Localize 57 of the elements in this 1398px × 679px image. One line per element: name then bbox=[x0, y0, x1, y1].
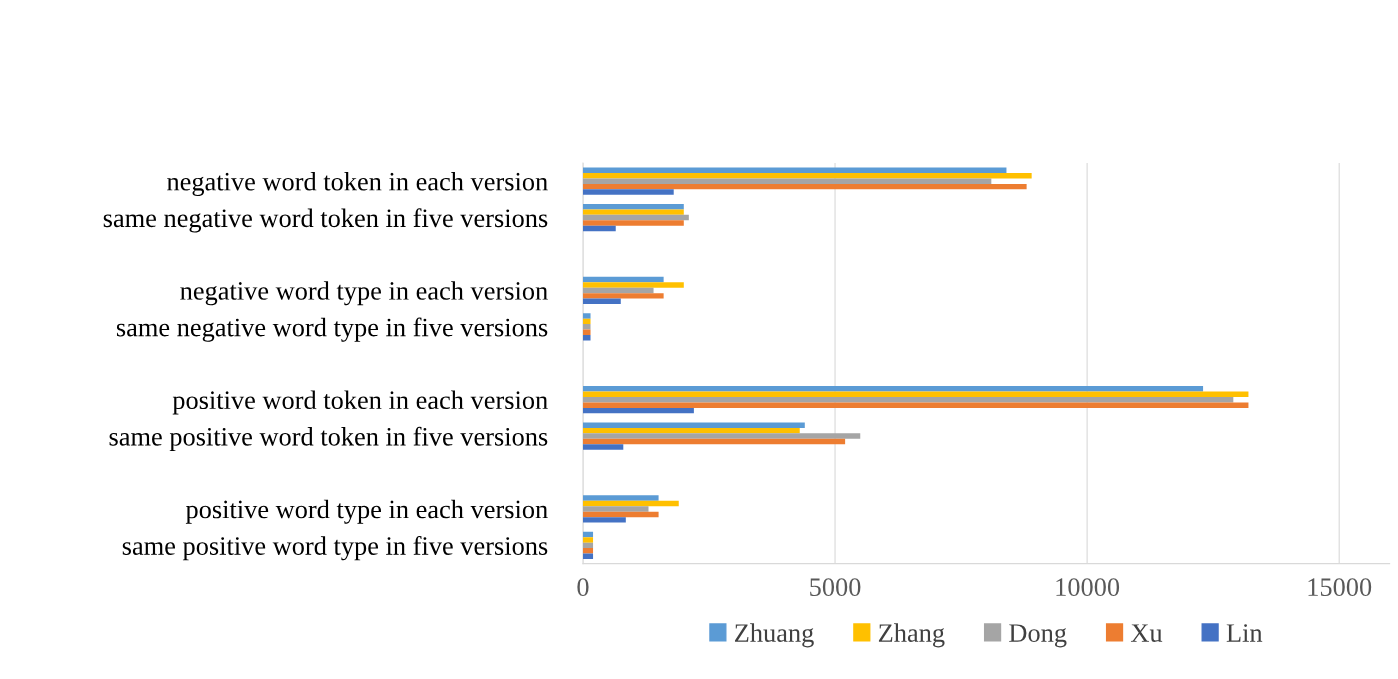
bar bbox=[582, 183, 1027, 190]
bar bbox=[582, 220, 684, 226]
legend-label: Lin bbox=[1226, 624, 1263, 642]
bar bbox=[582, 517, 626, 523]
bar bbox=[582, 531, 594, 538]
bar bbox=[582, 391, 1249, 397]
y-tick-label: same negative word type in five versions bbox=[116, 317, 548, 342]
bar bbox=[582, 178, 992, 184]
bar bbox=[582, 276, 664, 283]
bar bbox=[582, 495, 659, 501]
x-tick-label: 5000 bbox=[810, 578, 861, 597]
y-tick-label: positive word token in each version bbox=[172, 390, 548, 415]
legend-label: Zhang bbox=[878, 623, 945, 648]
bar bbox=[582, 537, 594, 543]
y-tick-label: same negative word token in five versions bbox=[103, 208, 548, 233]
bar bbox=[582, 172, 1032, 179]
bar bbox=[582, 225, 616, 232]
bar bbox=[582, 402, 1249, 408]
bar bbox=[582, 214, 689, 221]
x-tick-label: 0 bbox=[577, 578, 589, 597]
bar bbox=[582, 287, 654, 294]
y-tick-label: positive word type in each version bbox=[185, 499, 548, 524]
bar bbox=[582, 298, 621, 305]
bar bbox=[582, 324, 591, 330]
bar bbox=[582, 422, 805, 428]
bar bbox=[582, 293, 664, 299]
bar bbox=[582, 203, 684, 210]
bar bbox=[582, 511, 659, 518]
bar bbox=[582, 444, 624, 450]
bar bbox=[582, 386, 1204, 392]
bar bbox=[582, 438, 846, 445]
y-tick-label: same positive word type in five versions bbox=[122, 536, 548, 561]
bar bbox=[582, 548, 594, 554]
bar bbox=[582, 506, 649, 512]
y-tick-label: same positive word token in five versions bbox=[109, 426, 548, 452]
bar bbox=[582, 433, 861, 439]
legend-label: Zhuang bbox=[734, 623, 814, 648]
bar bbox=[582, 542, 594, 549]
bar bbox=[582, 396, 1234, 403]
bar bbox=[582, 500, 679, 507]
y-tick-label: negative word type in each version bbox=[180, 281, 548, 306]
bar bbox=[582, 167, 1007, 173]
bar bbox=[582, 282, 684, 288]
x-tick-label: 15000 bbox=[1308, 578, 1372, 597]
bar bbox=[582, 209, 684, 215]
bar bbox=[582, 313, 591, 319]
legend-label: Xu bbox=[1130, 624, 1163, 642]
y-tick-label: negative word token in each version bbox=[167, 172, 548, 197]
bar bbox=[582, 329, 591, 336]
bar bbox=[582, 189, 674, 195]
x-tick-label: 10000 bbox=[1056, 578, 1120, 597]
legend-label: Dong bbox=[1009, 624, 1067, 648]
bar bbox=[582, 335, 591, 341]
bar bbox=[582, 407, 694, 414]
bar bbox=[582, 318, 591, 325]
bar bbox=[582, 553, 594, 560]
bar bbox=[582, 427, 800, 434]
